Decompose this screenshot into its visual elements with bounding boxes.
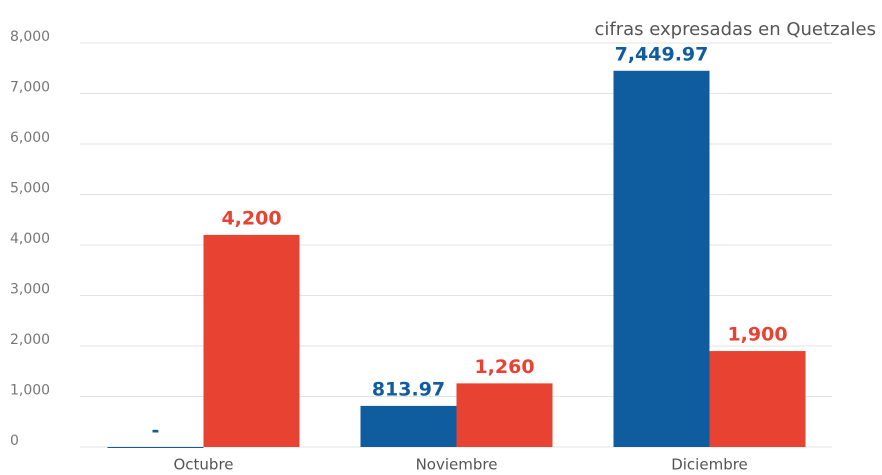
- y-tick-label: 3,000: [10, 282, 50, 298]
- data-label: 1,900: [727, 324, 787, 346]
- bar: [456, 383, 553, 447]
- bar: [709, 351, 806, 447]
- y-tick-label: 5,000: [10, 181, 50, 197]
- bar: [203, 234, 300, 447]
- data-label: 1,260: [474, 356, 534, 378]
- x-tick-label: Noviembre: [416, 456, 498, 474]
- bar: [107, 447, 204, 448]
- data-label: 4,200: [221, 207, 281, 229]
- data-label: 7,449.97: [615, 43, 709, 65]
- x-tick-label: Octubre: [173, 456, 233, 474]
- chart-subtitle: cifras expresadas en Quetzales: [595, 19, 877, 40]
- y-tick-label: 2,000: [10, 332, 50, 348]
- bar: [613, 70, 710, 447]
- y-tick-label: 0: [10, 433, 19, 449]
- y-tick-label: 1,000: [10, 383, 50, 399]
- y-tick-label: 4,000: [10, 231, 50, 247]
- data-label: -: [152, 420, 160, 442]
- data-label: 813.97: [372, 378, 445, 400]
- bar: [360, 405, 457, 447]
- y-tick-label: 6,000: [10, 130, 50, 146]
- y-tick-label: 7,000: [10, 80, 50, 96]
- y-tick-label: 8,000: [10, 29, 50, 45]
- x-tick-label: Diciembre: [671, 456, 748, 474]
